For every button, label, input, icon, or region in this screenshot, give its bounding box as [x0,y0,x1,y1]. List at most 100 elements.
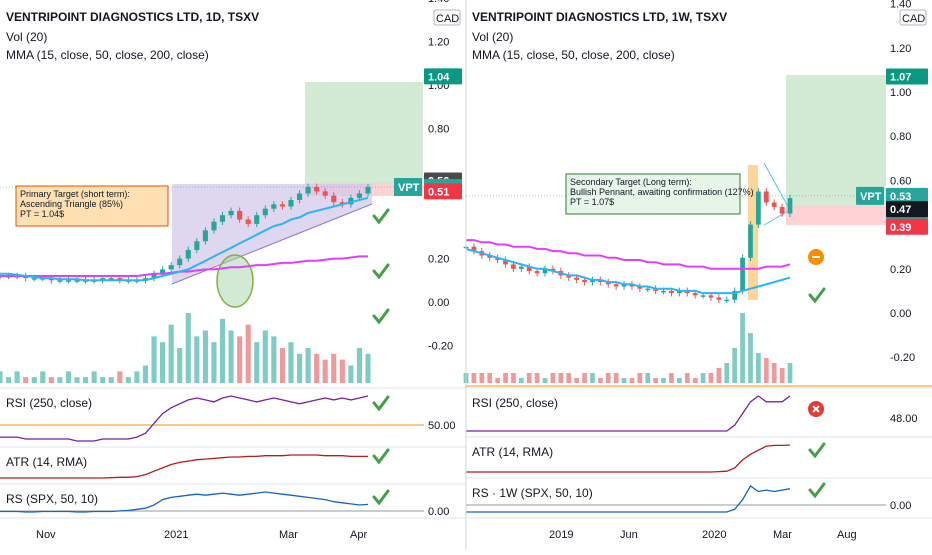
y-tick-label: 0.00 [428,297,449,309]
volume-bar [716,368,722,383]
annotation-line: Ascending Triangle (85%) [20,199,123,209]
pane-series-line [0,395,369,442]
volume-bar [365,353,371,383]
candle-body [271,204,277,209]
chart-panel-1: 1.401.201.000.800.560.530.510.200.00-0.2… [0,0,466,541]
volume-bar [621,378,627,383]
annotation-line: Secondary Target (Long term): [570,177,692,187]
candle-body [732,290,738,300]
y-tick-label: -0.20 [890,352,915,364]
indicator-label: MMA (15, close, 50, close, 200, close) [472,48,675,62]
volume-bar [142,365,149,383]
highlight-ellipse [216,254,254,308]
volume-bar [566,373,572,383]
candle-body [574,277,580,280]
volume-bar [629,378,635,383]
candle-body [590,279,595,283]
y-tick-label: 0.80 [890,131,911,143]
candle-body [692,293,698,296]
volume-bar [83,377,89,383]
volume-bar [692,378,698,383]
candle-body [495,257,500,260]
volume-bar [254,342,260,383]
candle-body [550,268,556,272]
volume-bar [613,373,619,383]
annotation-line: Primary Target (short term): [20,189,130,199]
volume-bar [296,353,303,383]
fail-icon-cross [812,405,820,413]
candle-body [100,278,106,281]
candle-body [645,288,651,291]
volume-bar [160,342,166,383]
volume-bar [288,342,294,383]
volume-bar [740,313,745,383]
y-tick-label: 0.20 [428,254,449,266]
candle-body [177,258,183,266]
volume-bar [331,353,337,383]
currency-label: CAD [902,13,925,25]
volume-bar [117,371,123,383]
volume-bar [582,373,587,383]
volume-bar [756,353,761,383]
y-tick-label: 0.20 [890,264,911,276]
volume-bar [503,373,508,383]
volume-bar [597,378,603,383]
volume-bar [748,333,753,383]
volume-bar [14,371,20,383]
volume-bar [339,359,345,383]
indicator-label: Vol (20) [6,30,47,44]
y-tick-label: 1.00 [890,87,911,99]
annotation-line: PT = 1.04$ [20,209,64,219]
candle-body [756,191,761,225]
price-tag [886,201,928,218]
annotation-box [565,173,741,215]
indicator-label: MMA (15, close, 50, close, 200, close) [6,48,209,62]
volume-bar [314,353,320,383]
volume-bar [708,373,714,383]
pattern-zone [748,165,758,300]
candle-body [787,198,793,214]
pattern-trendline [171,203,373,285]
volume-bar [271,336,277,383]
volume-bar [194,336,200,383]
volume-bar [590,373,595,383]
volume-bar [245,324,251,383]
target-zone [305,82,423,185]
volume-bar [322,359,328,383]
volume-bar [151,336,157,383]
check-icon [808,287,826,304]
candle-body [314,186,320,192]
candle-body [202,230,208,242]
y-tick-label: 1.40 [890,0,911,11]
volume-bar [237,336,243,383]
pane-label: RSI (250, close) [472,396,558,410]
volume-bar [653,378,659,383]
candle-body [348,197,354,205]
volume-bar [669,373,674,383]
x-tick-label: Mar [773,529,792,541]
target-zone [786,75,886,208]
pane-label: RS · 1W (SPX, 50, 10) [472,486,593,500]
volume-bar [202,330,208,383]
volume-bar [23,377,29,383]
pane-series-line [466,395,791,432]
candle-body [771,202,777,207]
volume-bar [279,348,285,383]
candle-body [160,269,166,274]
symbol-tag-label: VPT [398,182,420,194]
candle-body [331,195,337,203]
volume-bar [48,377,54,383]
y-tick-label: 1.40 [428,0,449,5]
y-tick-label: 0.60 [890,175,911,187]
candle-body [487,255,493,258]
check-icon [372,395,390,412]
volume-bar [125,377,131,383]
candle-body [534,271,540,274]
y-tick-label: -0.20 [428,340,453,352]
volume-bar [700,373,706,383]
candle-body [629,284,635,287]
candle-body [322,191,328,196]
check-icon [372,308,390,325]
volume-bar [676,378,682,383]
